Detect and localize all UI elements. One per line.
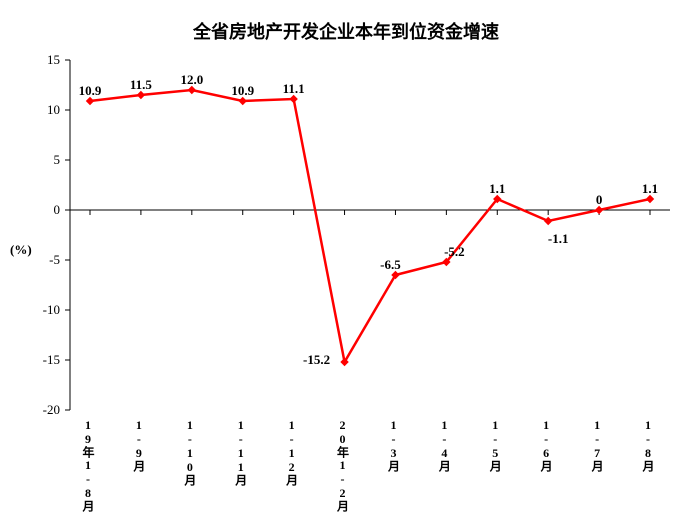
- data-label: 12.0: [180, 72, 203, 88]
- data-label: -15.2: [303, 352, 330, 368]
- data-label: -5.2: [444, 244, 465, 260]
- data-label: 0: [596, 192, 603, 208]
- data-label: 1.1: [489, 181, 505, 197]
- x-tick-label: 1-9月: [134, 418, 148, 472]
- x-tick-label: 1-6月: [541, 418, 555, 472]
- data-label: -6.5: [380, 257, 401, 273]
- chart-container: 全省房地产开发企业本年到位资金增速 (%) -20-15-10-5051015 …: [0, 0, 692, 505]
- x-tick-label: 1-5月: [490, 418, 504, 472]
- x-tick-label: 1-12月: [287, 418, 301, 486]
- x-tick-labels: 19年1-8月1-9月1-10月1-11月1-12月20年1-2月1-3月1-4…: [0, 0, 692, 505]
- x-tick-label: 20年1-2月: [338, 418, 352, 512]
- x-tick-label: 1-11月: [236, 418, 250, 486]
- x-tick-label: 1-8月: [643, 418, 657, 472]
- data-label: -1.1: [548, 231, 569, 247]
- data-label: 11.1: [283, 81, 305, 97]
- data-label: 10.9: [231, 83, 254, 99]
- data-label: 10.9: [79, 83, 102, 99]
- x-tick-label: 1-7月: [592, 418, 606, 472]
- data-label: 1.1: [642, 181, 658, 197]
- x-tick-label: 1-4月: [439, 418, 453, 472]
- x-tick-label: 1-10月: [185, 418, 199, 486]
- x-tick-label: 1-3月: [388, 418, 402, 472]
- data-label: 11.5: [130, 77, 152, 93]
- x-tick-label: 19年1-8月: [83, 418, 97, 512]
